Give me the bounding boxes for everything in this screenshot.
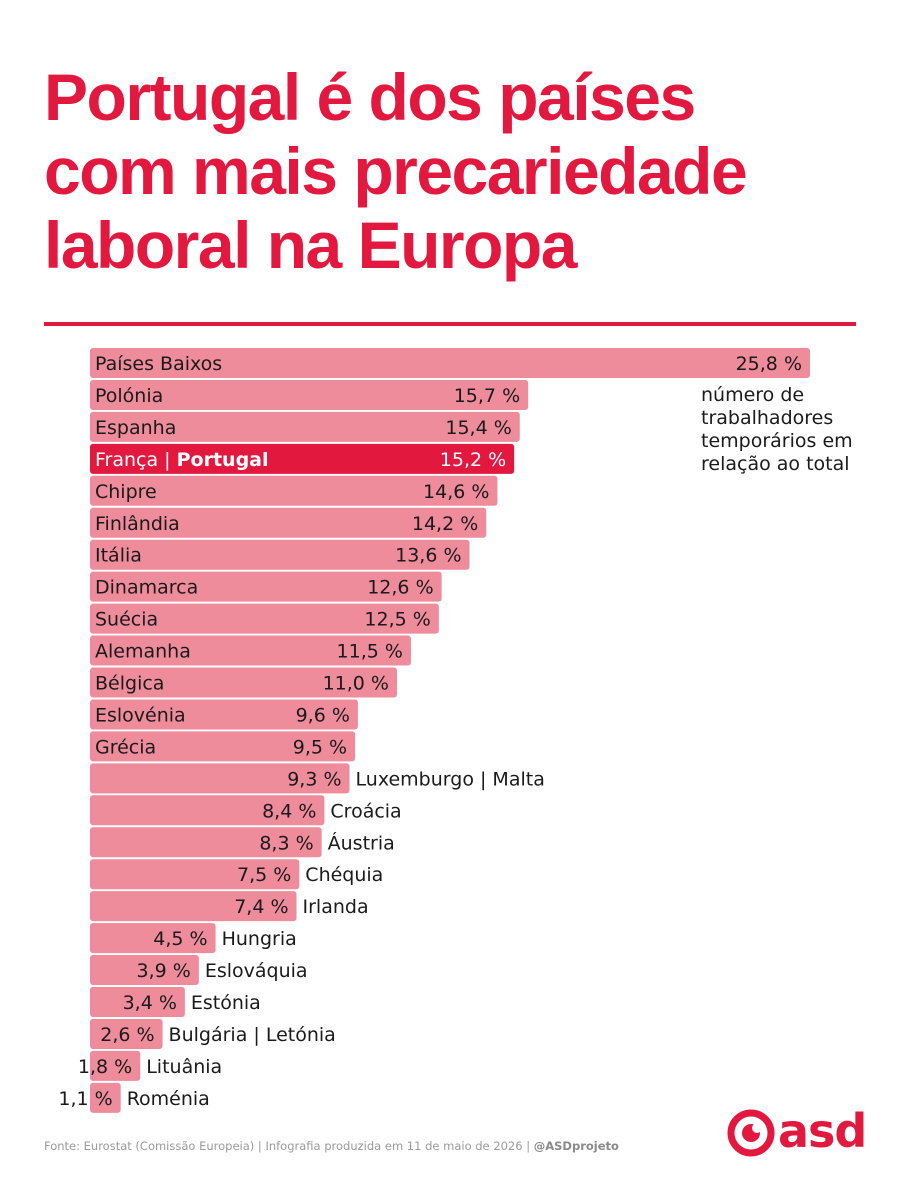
category-label: Bélgica (95, 673, 164, 695)
asd-logo: asd (726, 1104, 867, 1160)
value-label: 9,3 % (287, 768, 341, 790)
bar (90, 699, 358, 730)
footer-separator: | (526, 1139, 531, 1153)
footer-separator: | (257, 1139, 262, 1153)
value-label: 15,2 % (440, 449, 506, 471)
bar (90, 891, 297, 922)
value-label: 8,3 % (259, 832, 313, 854)
bar (90, 1082, 121, 1113)
bar (90, 795, 325, 826)
category-label: Alemanha (95, 641, 191, 663)
value-label: 9,6 % (296, 704, 350, 726)
bar (90, 507, 487, 538)
bar (90, 539, 470, 570)
value-label: 1,8 % (78, 1056, 132, 1078)
category-label: Suécia (95, 609, 158, 631)
bar (90, 667, 397, 698)
value-label: 4,5 % (153, 928, 207, 950)
bar (90, 571, 442, 602)
footer-source: Fonte: Eurostat (Comissão Europeia) (44, 1139, 255, 1153)
value-label: 11,0 % (323, 673, 389, 695)
title-divider (44, 322, 856, 326)
value-label: 13,6 % (395, 545, 461, 567)
category-label: Finlândia (95, 513, 180, 535)
bar (90, 923, 216, 954)
category-label: Polónia (95, 385, 163, 407)
bar (90, 859, 300, 890)
bar (90, 763, 350, 794)
category-label: Chipre (95, 481, 157, 503)
category-label: Roménia (127, 1088, 210, 1110)
category-label: Eslováquia (205, 960, 308, 982)
bar (90, 348, 810, 378)
category-label: Países Baixos (95, 353, 222, 375)
category-label: Eslovénia (95, 704, 186, 726)
category-label: Hungria (222, 928, 297, 950)
category-label: Luxemburgo | Malta (356, 768, 545, 790)
value-label: 7,4 % (234, 896, 288, 918)
bar (90, 1018, 163, 1049)
asd-logo-icon (727, 1109, 775, 1157)
category-label: Bulgária | Letónia (169, 1024, 336, 1046)
value-label: 8,4 % (262, 800, 316, 822)
value-label: 3,9 % (137, 960, 191, 982)
category-label: Grécia (95, 736, 156, 758)
footer-handle[interactable]: @ASDprojeto (533, 1139, 619, 1153)
value-label: 7,5 % (237, 864, 291, 886)
bar (90, 731, 356, 762)
bar (90, 603, 439, 634)
bar (90, 827, 322, 858)
logo-text: asd (778, 1104, 867, 1158)
bar (90, 379, 529, 410)
footer-credit: Infografia produzida em 11 de maio de 20… (265, 1139, 523, 1153)
page-title: Portugal é dos países com mais precaried… (44, 60, 864, 282)
category-label: Lituânia (146, 1056, 222, 1078)
value-label: 15,7 % (454, 385, 520, 407)
category-label: Chéquia (305, 864, 383, 886)
category-label: Espanha (95, 417, 176, 439)
bar (90, 635, 411, 666)
value-label: 25,8 % (736, 353, 802, 375)
value-label: 3,4 % (123, 992, 177, 1014)
value-label: 12,5 % (364, 609, 430, 631)
category-label: França | Portugal (95, 449, 269, 471)
category-label: Itália (95, 545, 142, 567)
title-line: laboral na Europa (44, 208, 577, 282)
title-line: Portugal é dos países (44, 60, 696, 134)
value-label: 14,2 % (412, 513, 478, 535)
bar (90, 443, 515, 474)
value-label: 9,5 % (293, 736, 347, 758)
value-label: 11,5 % (337, 641, 403, 663)
footer: Fonte: Eurostat (Comissão Europeia) | In… (44, 1139, 619, 1153)
bar (90, 475, 498, 506)
value-label: 15,4 % (445, 417, 511, 439)
bar (90, 987, 185, 1017)
bar (90, 955, 199, 986)
category-label: Áustria (328, 831, 395, 854)
category-label: Irlanda (303, 896, 369, 918)
value-label: 2,6 % (100, 1024, 154, 1046)
value-label: 12,6 % (367, 577, 433, 599)
category-label: Croácia (330, 800, 401, 822)
bar (90, 1050, 141, 1081)
title-line: com mais precariedade (44, 134, 748, 208)
chart-note: número de trabalhadores temporários em r… (701, 384, 853, 475)
value-label: 14,6 % (423, 481, 489, 503)
bar (90, 411, 520, 442)
value-label: 1,1 % (58, 1088, 112, 1110)
category-label: Dinamarca (95, 577, 198, 599)
category-label: Estónia (191, 992, 261, 1014)
